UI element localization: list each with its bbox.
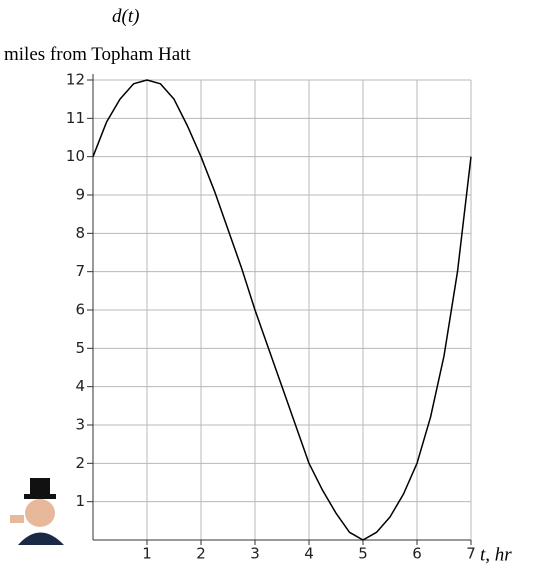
y-tick-label: 3 <box>75 416 85 434</box>
y-tick-label: 5 <box>75 339 85 357</box>
y-tick-label: 10 <box>66 147 85 165</box>
page: d(t) miles from Topham Hatt t, hr 123456… <box>0 0 543 575</box>
y-tick-label: 12 <box>66 71 85 89</box>
x-tick-label: 4 <box>304 545 314 563</box>
y-tick-label: 1 <box>75 492 85 510</box>
x-tick-label: 2 <box>196 545 206 563</box>
x-tick-label: 1 <box>142 545 152 563</box>
y-tick-label: 11 <box>66 109 85 127</box>
topham-hatt-icon <box>10 478 64 545</box>
y-tick-label: 6 <box>75 301 85 319</box>
y-tick-label: 7 <box>75 262 85 280</box>
x-tick-label: 3 <box>250 545 260 563</box>
y-tick-label: 8 <box>75 224 85 242</box>
x-tick-label: 6 <box>412 545 422 563</box>
y-tick-label: 9 <box>75 186 85 204</box>
chart-subtitle: miles from Topham Hatt <box>4 44 191 65</box>
x-axis-label: t, hr <box>480 544 512 565</box>
y-tick-label: 2 <box>75 454 85 472</box>
y-tick-label: 4 <box>75 377 85 395</box>
chart: d(t) miles from Topham Hatt t, hr 123456… <box>0 0 543 575</box>
x-tick-label: 5 <box>358 545 368 563</box>
x-tick-label: 7 <box>466 545 476 563</box>
chart-title: d(t) <box>112 6 139 27</box>
